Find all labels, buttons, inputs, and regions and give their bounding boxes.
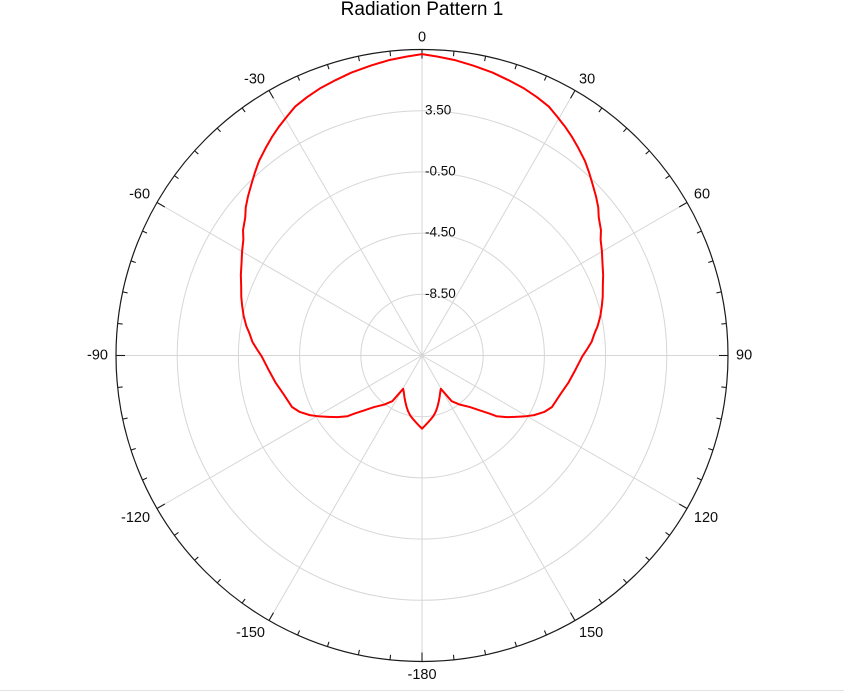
svg-text:60: 60: [694, 187, 710, 203]
svg-text:150: 150: [579, 625, 603, 641]
svg-text:-150: -150: [236, 625, 265, 641]
svg-text:90: 90: [736, 347, 752, 363]
svg-text:120: 120: [694, 510, 718, 526]
svg-text:-4.50: -4.50: [425, 225, 456, 240]
svg-text:-0.50: -0.50: [425, 163, 456, 178]
svg-text:-90: -90: [87, 347, 108, 363]
svg-text:-60: -60: [129, 187, 150, 203]
svg-text:30: 30: [579, 72, 595, 88]
svg-text:-30: -30: [244, 72, 265, 88]
svg-text:-180: -180: [407, 667, 436, 683]
svg-text:-8.50: -8.50: [425, 286, 456, 301]
svg-text:3.50: 3.50: [425, 102, 451, 117]
svg-text:-120: -120: [121, 510, 150, 526]
svg-text:0: 0: [418, 30, 426, 46]
